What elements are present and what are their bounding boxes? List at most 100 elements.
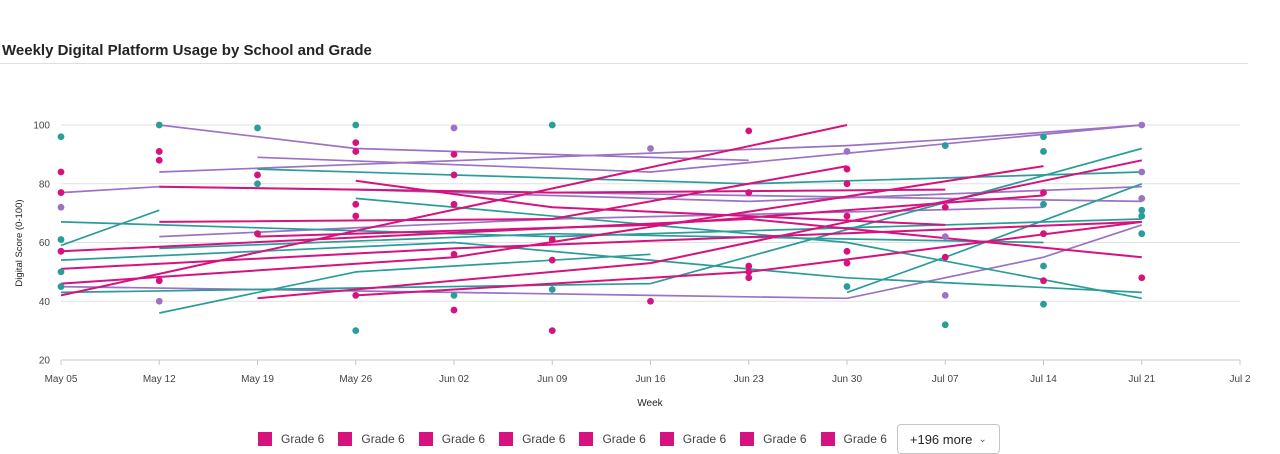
data-point [352, 200, 360, 208]
series-line [60, 124, 848, 297]
data-point [843, 247, 851, 255]
legend-swatch [499, 432, 514, 446]
data-point [57, 133, 65, 141]
x-tick-label: May 05 [45, 374, 78, 385]
data-point [155, 148, 163, 155]
series-lines [60, 124, 1143, 314]
x-tick-label: May 12 [143, 374, 176, 385]
legend-label: Grade 6 [763, 432, 807, 446]
x-axis: May 05 May 12 May 19 May 26 Jun 02 Jun 09 Jun … [45, 359, 1251, 385]
data-point [57, 247, 65, 255]
y-tick-label: 100 [33, 121, 50, 132]
data-point [352, 139, 360, 147]
data-point [450, 250, 458, 258]
series-line [159, 232, 1044, 250]
series-line [60, 218, 1142, 259]
data-point [548, 121, 556, 129]
data-point [1040, 200, 1047, 208]
series-line [846, 224, 1143, 300]
data-point [1040, 262, 1047, 270]
data-point [745, 127, 753, 135]
data-point [1138, 230, 1146, 238]
x-tick-label: May 26 [339, 374, 372, 385]
legend-item[interactable]: Grade 6 [338, 432, 405, 446]
data-point [745, 189, 753, 196]
data-point [155, 121, 163, 129]
legend-item[interactable]: Grade 6 [740, 432, 807, 446]
series-line [159, 253, 651, 314]
series-line [159, 185, 946, 194]
data-point [57, 168, 65, 176]
data-point [450, 291, 458, 299]
legend-swatch [579, 432, 594, 446]
legend-item[interactable]: Grade 6 [499, 432, 565, 446]
data-point [254, 180, 261, 188]
series-line [159, 165, 848, 223]
data-point [941, 291, 949, 299]
data-point [57, 283, 65, 290]
x-tick-label: Jun 16 [635, 374, 665, 385]
y-tick-label: 20 [39, 356, 51, 367]
data-point [941, 142, 949, 149]
data-point [450, 306, 458, 314]
data-point [352, 121, 360, 129]
series-line [60, 220, 1142, 270]
data-points [57, 121, 1146, 335]
data-point [352, 327, 360, 335]
data-point [843, 212, 851, 220]
data-point [745, 262, 753, 270]
legend-item[interactable]: Grade 6 [820, 432, 887, 446]
legend-swatch [338, 432, 353, 446]
data-point [843, 148, 851, 155]
series-line [60, 147, 1143, 294]
data-point [548, 327, 556, 335]
data-point [155, 297, 163, 305]
data-point [843, 259, 851, 267]
title-divider [0, 63, 1248, 64]
series-line [257, 159, 1143, 300]
legend-item[interactable]: Grade 6 [258, 432, 324, 446]
data-point [1040, 230, 1047, 238]
data-point [1138, 121, 1146, 129]
legend-label: Grade 6 [281, 432, 325, 446]
legend-label: Grade 6 [602, 432, 646, 446]
y-tick-label: 40 [39, 297, 51, 308]
data-point [1040, 148, 1047, 155]
data-point [745, 274, 753, 282]
legend-label: Grade 6 [522, 432, 566, 446]
legend-more-button[interactable]: +196 more ⌄ [896, 424, 1000, 454]
data-point [548, 256, 556, 264]
data-point [155, 277, 163, 285]
y-tick-label: 60 [39, 238, 51, 249]
y-axis-label: Digital Score (0-100) [14, 199, 25, 286]
data-point [1040, 133, 1047, 141]
data-point [155, 156, 163, 164]
data-point [941, 203, 949, 211]
legend-label: Grade 6 [843, 432, 887, 446]
legend-more-label: +196 more [909, 431, 973, 447]
series-line [257, 124, 1142, 173]
x-tick-label: Jun 02 [439, 374, 469, 385]
legend-label: Grade 6 [361, 432, 405, 446]
data-point [647, 145, 654, 152]
data-point [647, 297, 654, 305]
x-tick-label: Jul 14 [1030, 374, 1057, 385]
x-axis-label: Week [637, 398, 663, 409]
legend-swatch [740, 432, 755, 446]
data-point [254, 230, 261, 238]
legend-item[interactable]: Grade 6 [418, 432, 485, 446]
series-line [60, 241, 1142, 294]
x-tick-label: Jun 30 [832, 374, 862, 385]
legend-item[interactable]: Grade 6 [579, 432, 646, 446]
legend-label: Grade 6 [682, 432, 727, 446]
data-point [352, 212, 360, 220]
y-tick-label: 80 [39, 179, 51, 190]
x-tick-label: Jun 23 [734, 374, 764, 385]
data-point [843, 180, 851, 188]
data-point [941, 321, 949, 329]
series-line [257, 194, 1044, 238]
legend-item[interactable]: Grade 6 [659, 432, 727, 446]
y-axis-ticks: 20 40 60 80 100 [33, 121, 50, 367]
x-tick-label: Jul 2 [1229, 374, 1251, 385]
data-point [1040, 300, 1047, 308]
